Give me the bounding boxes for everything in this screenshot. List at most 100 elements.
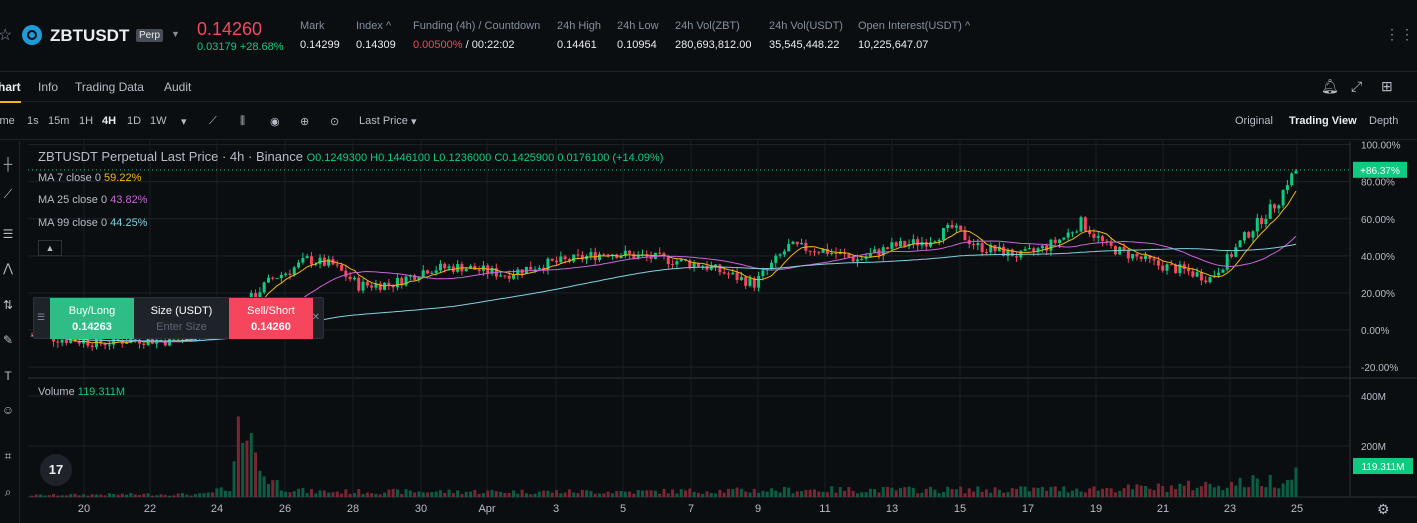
- view-original[interactable]: Original: [1235, 115, 1273, 127]
- volume-bar: [198, 493, 202, 497]
- chevron-down-icon[interactable]: ▼: [171, 29, 180, 39]
- volume-bar: [374, 493, 378, 497]
- view-trading-view[interactable]: Trading View: [1289, 115, 1357, 127]
- volume-bar: [593, 493, 597, 497]
- interval-15m[interactable]: 15m: [48, 115, 70, 127]
- date-tick-label: 11: [819, 503, 830, 515]
- candle-body: [1070, 232, 1074, 234]
- ruler-tool-icon[interactable]: ⌗: [4, 449, 12, 463]
- buy-long-button[interactable]: Buy/Long 0.14263: [50, 298, 134, 339]
- close-icon[interactable]: ✕: [311, 312, 320, 323]
- volume-bar: [1156, 483, 1160, 497]
- fib-tool-icon[interactable]: ☰: [2, 227, 14, 241]
- candle-body: [1225, 254, 1229, 270]
- size-input[interactable]: Size (USDT) Enter Size: [134, 298, 229, 339]
- interval-1h[interactable]: 1H: [79, 115, 94, 127]
- price-type-select[interactable]: Last Price: [359, 115, 408, 127]
- volume-bar: [1096, 490, 1100, 497]
- volume-bar: [679, 489, 683, 497]
- candle-body: [1126, 249, 1130, 259]
- text-tool-icon[interactable]: T: [4, 369, 12, 383]
- volume-bar: [1019, 486, 1023, 497]
- volume-bar: [1251, 475, 1255, 497]
- symbol-name[interactable]: ZBTUSDT: [50, 26, 130, 45]
- collapse-legend-icon[interactable]: ▲: [38, 240, 62, 256]
- interval-1s[interactable]: 1s: [27, 115, 39, 127]
- volume-bar: [606, 491, 610, 497]
- volume-bar: [159, 494, 163, 497]
- interval-time[interactable]: ime: [0, 115, 15, 127]
- forecast-tool-icon[interactable]: ⇅: [2, 298, 14, 312]
- candle-body: [800, 242, 804, 245]
- volume-bar: [705, 491, 709, 497]
- volume-bar: [327, 492, 331, 497]
- emoji-tool-icon[interactable]: ☺: [1, 403, 15, 417]
- crosshair-tool-icon[interactable]: ┼: [3, 157, 13, 171]
- tab-audit[interactable]: Audit: [164, 80, 192, 94]
- crosshair-icon[interactable]: ⊙: [330, 116, 340, 128]
- volume-bar: [1217, 485, 1221, 497]
- alert-bell-icon[interactable]: 🔔︎: [1321, 78, 1339, 94]
- volume-bar: [726, 488, 730, 497]
- candle-body: [1255, 217, 1259, 232]
- volume-bar: [331, 492, 335, 497]
- layout-grid-icon[interactable]: ⊞: [1381, 78, 1393, 94]
- candle-body: [421, 270, 425, 278]
- volume-bar: [791, 493, 795, 497]
- interval-1d[interactable]: 1D: [127, 115, 142, 127]
- volume-bar: [1122, 488, 1126, 497]
- trendline-tool-icon[interactable]: ⟋: [3, 187, 13, 201]
- sell-short-button[interactable]: Sell/Short 0.14260: [229, 298, 313, 339]
- volume-bar: [477, 493, 481, 497]
- candle-body: [438, 263, 442, 271]
- candle-body: [602, 254, 606, 256]
- drag-handle-icon[interactable]: ☰: [37, 312, 46, 322]
- tab-info[interactable]: Info: [38, 80, 59, 94]
- volume-bar: [215, 488, 219, 497]
- interval-4h[interactable]: 4H: [102, 115, 117, 127]
- brush-tool-icon[interactable]: ✎: [2, 333, 14, 347]
- pattern-tool-icon[interactable]: ⋀: [3, 261, 13, 275]
- candle-body: [447, 266, 451, 269]
- candle-body: [1148, 255, 1152, 259]
- volume-bar: [322, 490, 326, 497]
- candle-body: [1204, 280, 1208, 283]
- add-icon[interactable]: ⊕: [300, 116, 310, 128]
- interval-1w[interactable]: 1W: [150, 115, 167, 127]
- volume-bar: [395, 489, 399, 497]
- view-depth[interactable]: Depth: [1369, 115, 1399, 127]
- candle-type-icon[interactable]: ⫼: [240, 115, 246, 127]
- volume-bar: [628, 491, 632, 497]
- date-tick-label: 15: [954, 503, 966, 515]
- gear-icon[interactable]: ⚙: [1377, 501, 1390, 517]
- volume-bar: [1277, 488, 1281, 497]
- volume-bar: [348, 493, 352, 497]
- more-options-icon[interactable]: ⋮⋮: [1385, 26, 1415, 42]
- volume-bar: [460, 493, 464, 497]
- ma-value: 43.82%: [110, 194, 148, 206]
- chevron-down-icon[interactable]: ▾: [411, 116, 417, 128]
- candle-body: [1247, 232, 1251, 238]
- date-tick-label: 20: [78, 503, 90, 515]
- volume-bar: [413, 492, 417, 497]
- volume-bar: [1195, 487, 1199, 497]
- candle-body: [1174, 264, 1178, 274]
- candle-body: [1251, 231, 1255, 238]
- stat-open-interest[interactable]: Open Interest(USDT) ^ 10,225,647.07: [858, 20, 970, 51]
- volume-bar: [984, 489, 988, 497]
- indicator-icon[interactable]: ⟋: [209, 115, 217, 127]
- date-tick-label: 17: [1022, 503, 1034, 515]
- volume-bar: [757, 492, 761, 497]
- volume-bar: [722, 492, 726, 497]
- tab-trading-data[interactable]: Trading Data: [75, 80, 144, 94]
- favorite-star-icon[interactable]: ☆: [0, 27, 13, 44]
- tab-chart[interactable]: hart: [0, 80, 21, 103]
- interval-dropdown-icon[interactable]: ▾: [181, 116, 187, 128]
- camera-icon[interactable]: ◉: [270, 116, 280, 128]
- expand-icon[interactable]: ⤢: [1351, 78, 1363, 94]
- stat-index[interactable]: Index ^ 0.14309: [356, 20, 396, 51]
- zoom-icon[interactable]: ⌕: [4, 485, 12, 499]
- candle-body: [1088, 230, 1092, 234]
- candle-body: [1290, 173, 1294, 186]
